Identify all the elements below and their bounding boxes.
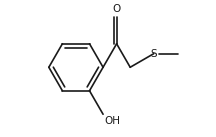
Text: O: O: [113, 4, 121, 14]
Text: S: S: [150, 49, 157, 59]
Text: OH: OH: [104, 116, 120, 126]
